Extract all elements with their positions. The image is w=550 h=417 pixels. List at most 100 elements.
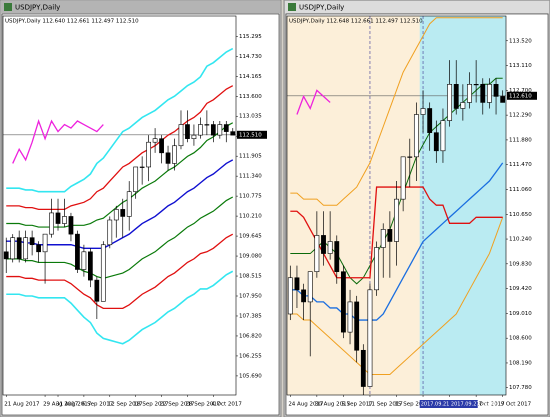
candle-body <box>146 141 151 168</box>
y-tick-label: 107.385 <box>239 313 262 319</box>
y-tick-label: 114.165 <box>239 74 262 80</box>
candle-body <box>420 108 426 115</box>
candle-body <box>480 84 486 103</box>
candle-body <box>314 235 320 272</box>
candle-body <box>191 134 197 139</box>
candle-body <box>460 102 466 109</box>
candle-body <box>198 124 203 136</box>
candle-body <box>294 277 300 291</box>
candle-body <box>367 289 373 387</box>
plot <box>3 47 236 345</box>
candle-body <box>107 219 113 246</box>
charts: 115.295114.730114.165113.600113.035112.4… <box>2 15 537 408</box>
candle-body <box>360 349 366 387</box>
candle-body <box>230 131 236 136</box>
candle-body <box>500 96 506 103</box>
candle-body <box>493 84 499 97</box>
candle-body <box>354 301 360 351</box>
x-tick-label: 15 Sep 2017 <box>395 402 430 408</box>
candle-body <box>467 84 472 103</box>
last-price-box <box>507 91 537 100</box>
candle-body <box>413 114 419 158</box>
x-tick-label: 29 Aug 2017 <box>43 402 79 408</box>
indicator-line <box>6 233 234 310</box>
window-icon <box>288 3 296 11</box>
y-tick-label: 111.470 <box>509 162 532 168</box>
candle-body <box>94 279 100 302</box>
y-tick-label: 110.650 <box>509 212 532 218</box>
candle-body <box>75 233 80 270</box>
candle-body <box>301 289 307 303</box>
candle-body <box>400 156 406 200</box>
indicator-line <box>6 85 234 211</box>
candle-body <box>210 124 216 136</box>
candle-body <box>55 212 61 224</box>
x-tick-label: 24 Aug 2017 <box>288 402 324 408</box>
candle-body <box>172 145 177 164</box>
candle-body <box>387 229 393 242</box>
candle-body <box>185 124 190 139</box>
indicator-line <box>290 162 504 321</box>
x-tick-label: 4 Oct 2017 <box>211 402 242 408</box>
y-tick-label: 111.880 <box>509 137 532 143</box>
y-tick-label: 108.190 <box>509 360 532 366</box>
candle-body <box>100 244 106 302</box>
plot-frame <box>2 15 237 396</box>
y-tick-label: 109.010 <box>509 311 532 317</box>
y-tick-label: 109.830 <box>509 261 532 267</box>
y-tick-label: 109.420 <box>509 286 532 292</box>
candle-body <box>36 244 41 253</box>
candle-body <box>217 124 223 136</box>
candle-body <box>159 138 164 154</box>
y-tick-label: 110.240 <box>509 237 532 243</box>
x-tick-label: 18 Sep 2017 <box>134 402 169 408</box>
y-tick-label: 111.340 <box>239 174 262 180</box>
y-tick-label: 114.730 <box>239 54 262 60</box>
candle-body <box>42 233 48 253</box>
plot-frame <box>286 15 507 396</box>
candle-body <box>178 124 184 147</box>
chart-header: USDJPY,Daily 112.640 112.661 112.497 112… <box>5 19 139 25</box>
x-tick-label: 22 Sep 2017 <box>160 402 195 408</box>
candle-body <box>287 277 293 315</box>
y-tick-label: 109.645 <box>239 234 262 240</box>
x-tick-label: 21 Aug 2017 <box>4 402 40 408</box>
y-tick-label: 106.820 <box>239 333 262 339</box>
candle-body <box>307 271 313 303</box>
indicator-line <box>6 270 234 345</box>
x-tick-label: 28 Sep 2017 <box>185 402 220 408</box>
candle-body <box>126 191 132 217</box>
window-icon <box>4 3 12 11</box>
right-title-bar[interactable] <box>285 1 549 13</box>
highlight-label: 2017.09.21 2017.09.27 00:00 <box>421 402 496 408</box>
left-title-bar[interactable] <box>1 1 280 13</box>
candle-body <box>152 138 158 143</box>
last-price-label: 112.610 <box>509 93 532 99</box>
left-chart-area <box>1 13 280 416</box>
candle-body <box>113 209 119 221</box>
candle-body <box>204 124 210 126</box>
candle-body <box>10 237 16 260</box>
indicator-line <box>290 17 503 206</box>
x-tick-label: 6 Sep 2017 <box>82 402 114 408</box>
y-tick-label: 111.905 <box>239 154 262 160</box>
candle-body <box>407 156 413 158</box>
chart-header: USDJPY,Daily 112.648 112.661 112.497 112… <box>289 19 423 25</box>
candle-body <box>327 241 333 254</box>
y-tick-label: 111.060 <box>509 187 532 193</box>
x-tick-label: 12 Sep 2017 <box>108 402 143 408</box>
candle-body <box>473 84 479 86</box>
candle-body <box>29 237 35 246</box>
candle-body <box>49 212 54 235</box>
candle-body <box>374 247 380 291</box>
x-tick-label: 30 Aug 2017 <box>315 402 351 408</box>
window-title: USDJPY,Daily <box>15 4 60 12</box>
candle-body <box>334 241 340 272</box>
candle-body <box>16 237 22 260</box>
highlight-label-box <box>419 400 478 408</box>
indicator-line <box>6 196 234 279</box>
y-tick-label: 107.950 <box>239 294 262 300</box>
indicator-line <box>296 89 331 115</box>
x-tick-label: 5 Sep 2017 <box>341 402 373 408</box>
indicator-line <box>6 47 234 193</box>
